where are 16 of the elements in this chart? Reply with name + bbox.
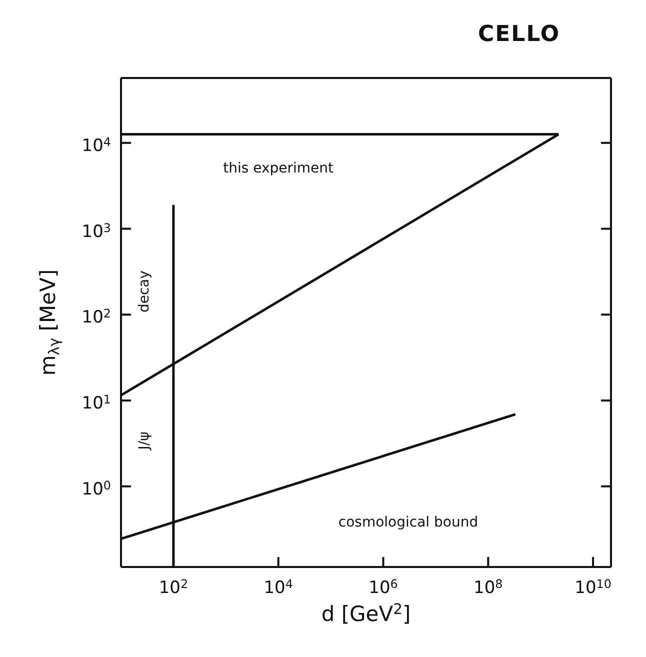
chart-title: CELLO	[478, 22, 560, 47]
x-tick-label: 10$^{8}$	[474, 576, 503, 598]
x-axis-title: d [GeV$^{2}$]	[321, 601, 411, 626]
annotation: this experiment	[223, 160, 334, 177]
y-tick-label: 10$^{1}$	[82, 392, 111, 414]
y-tick-label: 10$^{4}$	[82, 134, 111, 156]
annotation: cosmological bound	[338, 514, 478, 530]
y-tick-label: 10$^{2}$	[82, 306, 111, 328]
y-tick-label: 10$^{0}$	[82, 478, 111, 500]
annotation: decay	[136, 270, 152, 313]
x-tick-label: 10$^{6}$	[368, 576, 398, 598]
y-tick-label: 10$^{3}$	[82, 220, 111, 242]
x-tick-label: 10$^{4}$	[264, 576, 293, 598]
annotation: J/ψ	[136, 432, 152, 451]
x-tick-label: 10$^{10}$	[574, 576, 612, 598]
x-tick-label: 10$^{2}$	[158, 576, 188, 598]
